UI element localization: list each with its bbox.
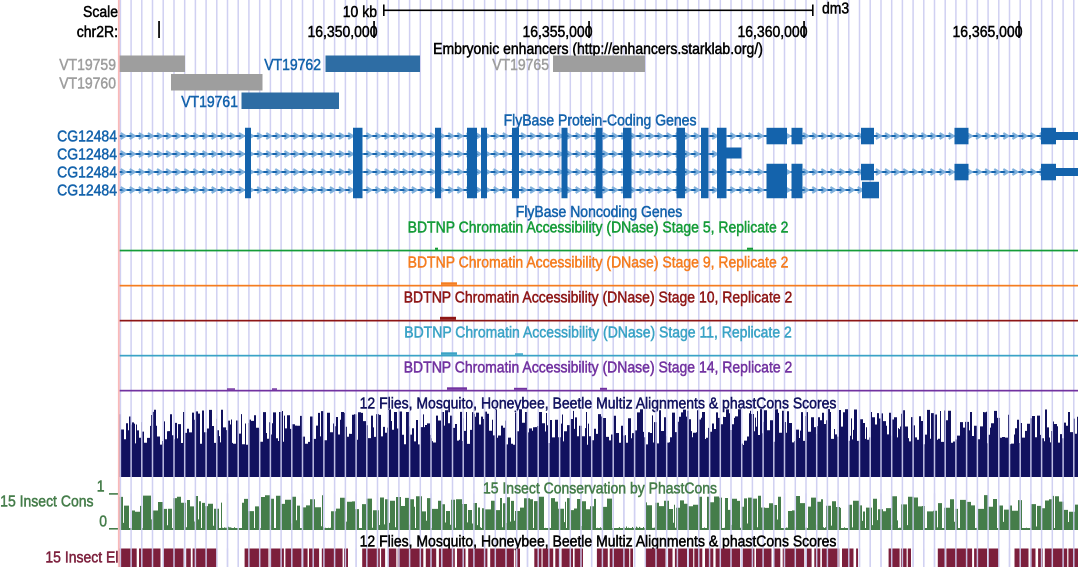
svg-text:CG12484: CG12484 [57,164,117,182]
svg-text:VT19761: VT19761 [181,93,238,111]
svg-text:16,355,000: 16,355,000 [522,23,592,41]
svg-text:10 kb: 10 kb [343,3,377,21]
svg-text:16,360,000: 16,360,000 [737,23,807,41]
svg-text:FlyBase Noncoding Genes: FlyBase Noncoding Genes [516,203,682,221]
svg-text:15 Insect El: 15 Insect El [45,549,118,567]
svg-text:15 Insect Conservation by Phas: 15 Insect Conservation by PhastCons [483,480,717,498]
svg-text:FlyBase Protein-Coding Genes: FlyBase Protein-Coding Genes [504,112,697,130]
svg-text:1: 1 [97,477,105,495]
svg-text:CG12484: CG12484 [57,128,117,146]
svg-text:BDTNP Chromatin Accessibility: BDTNP Chromatin Accessibility (DNase) St… [408,219,789,237]
svg-text:0: 0 [99,513,107,531]
svg-text:BDTNP Chromatin Accessibility: BDTNP Chromatin Accessibility (DNase) St… [404,359,793,377]
svg-text:CG12484: CG12484 [57,146,117,164]
svg-text:CG12484: CG12484 [57,182,117,200]
svg-text:BDTNP Chromatin Accessibility: BDTNP Chromatin Accessibility (DNase) St… [404,324,792,342]
svg-text:VT19759: VT19759 [59,56,116,74]
svg-text:12 Flies, Mosquito, Honeybee,: 12 Flies, Mosquito, Honeybee, Beetle Mul… [360,533,837,551]
svg-text:15 Insect Cons: 15 Insect Cons [0,493,93,511]
svg-text:chr2R:: chr2R: [77,23,118,41]
svg-text:12 Flies, Mosquito, Honeybee,: 12 Flies, Mosquito, Honeybee, Beetle Mul… [360,395,837,413]
svg-text:dm3: dm3 [822,0,849,18]
svg-text:BDTNP Chromatin Accessibility: BDTNP Chromatin Accessibility (DNase) St… [408,254,789,272]
svg-text:VT19765: VT19765 [492,56,549,74]
svg-text:BDTNP Chromatin Accessibility: BDTNP Chromatin Accessibility (DNase) St… [404,289,793,307]
svg-text:16,365,000: 16,365,000 [952,23,1022,41]
svg-text:VT19762: VT19762 [264,56,321,74]
svg-text:16,350,000: 16,350,000 [307,23,377,41]
svg-text:Scale: Scale [83,3,118,21]
svg-text:VT19760: VT19760 [59,75,116,93]
svg-text:Embryonic enhancers (http://en: Embryonic enhancers (http://enhancers.st… [433,40,763,58]
